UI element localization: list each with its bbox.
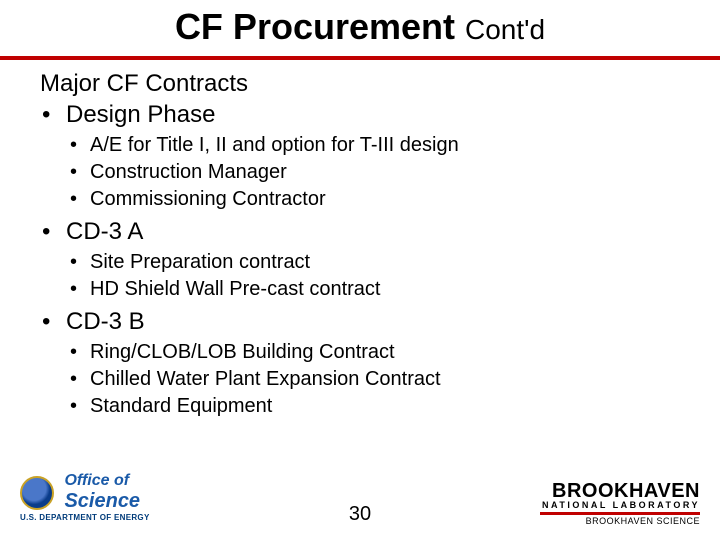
- title-main: CF Procurement: [175, 6, 465, 47]
- bullet-list-level2: A/E for Title I, II and option for T-III…: [66, 132, 680, 213]
- logo-brookhaven: BROOKHAVEN NATIONAL LABORATORY BROOKHAVE…: [540, 481, 700, 526]
- list-item-label: CD-3 A: [66, 218, 143, 245]
- list-item: Design Phase A/E for Title I, II and opt…: [40, 100, 680, 213]
- list-item: CD-3 B Ring/CLOB/LOB Building Contract C…: [40, 307, 680, 420]
- title-sub: Cont'd: [465, 14, 545, 45]
- office-of-science-text: Office of Science: [64, 472, 140, 513]
- logo-line1: Office of: [64, 472, 129, 489]
- bnl-line1: BROOKHAVEN: [540, 481, 700, 501]
- section-header: Major CF Contracts: [40, 70, 680, 98]
- bnl-line2: NATIONAL LABORATORY: [540, 501, 700, 510]
- bullet-list-level2: Ring/CLOB/LOB Building Contract Chilled …: [66, 339, 680, 420]
- slide: CF Procurement Cont'd Major CF Contracts…: [0, 0, 720, 540]
- logo-line2: Science: [64, 490, 140, 512]
- list-item: Chilled Water Plant Expansion Contract: [66, 366, 680, 393]
- horizontal-rule: [0, 56, 720, 60]
- title-block: CF Procurement Cont'd: [0, 0, 720, 48]
- list-item: Commissioning Contractor: [66, 186, 680, 213]
- list-item: Standard Equipment: [66, 393, 680, 420]
- list-item: Construction Manager: [66, 159, 680, 186]
- list-item-label: Design Phase: [66, 101, 215, 128]
- list-item-label: CD-3 B: [66, 308, 145, 335]
- bnl-line3: BROOKHAVEN SCIENCE: [540, 517, 700, 526]
- list-item: Ring/CLOB/LOB Building Contract: [66, 339, 680, 366]
- list-item: A/E for Title I, II and option for T-III…: [66, 132, 680, 159]
- bnl-rule: [540, 512, 700, 515]
- bullet-list-level2: Site Preparation contract HD Shield Wall…: [66, 249, 680, 303]
- doe-seal-icon: [20, 476, 54, 510]
- bullet-list-level1: Design Phase A/E for Title I, II and opt…: [40, 100, 680, 420]
- content-area: Major CF Contracts Design Phase A/E for …: [0, 70, 720, 420]
- list-item: Site Preparation contract: [66, 249, 680, 276]
- list-item: CD-3 A Site Preparation contract HD Shie…: [40, 217, 680, 303]
- list-item: HD Shield Wall Pre-cast contract: [66, 276, 680, 303]
- logo-office-of-science: Office of Science U.S. DEPARTMENT OF ENE…: [20, 472, 150, 522]
- logo-subtext: U.S. DEPARTMENT OF ENERGY: [20, 513, 150, 522]
